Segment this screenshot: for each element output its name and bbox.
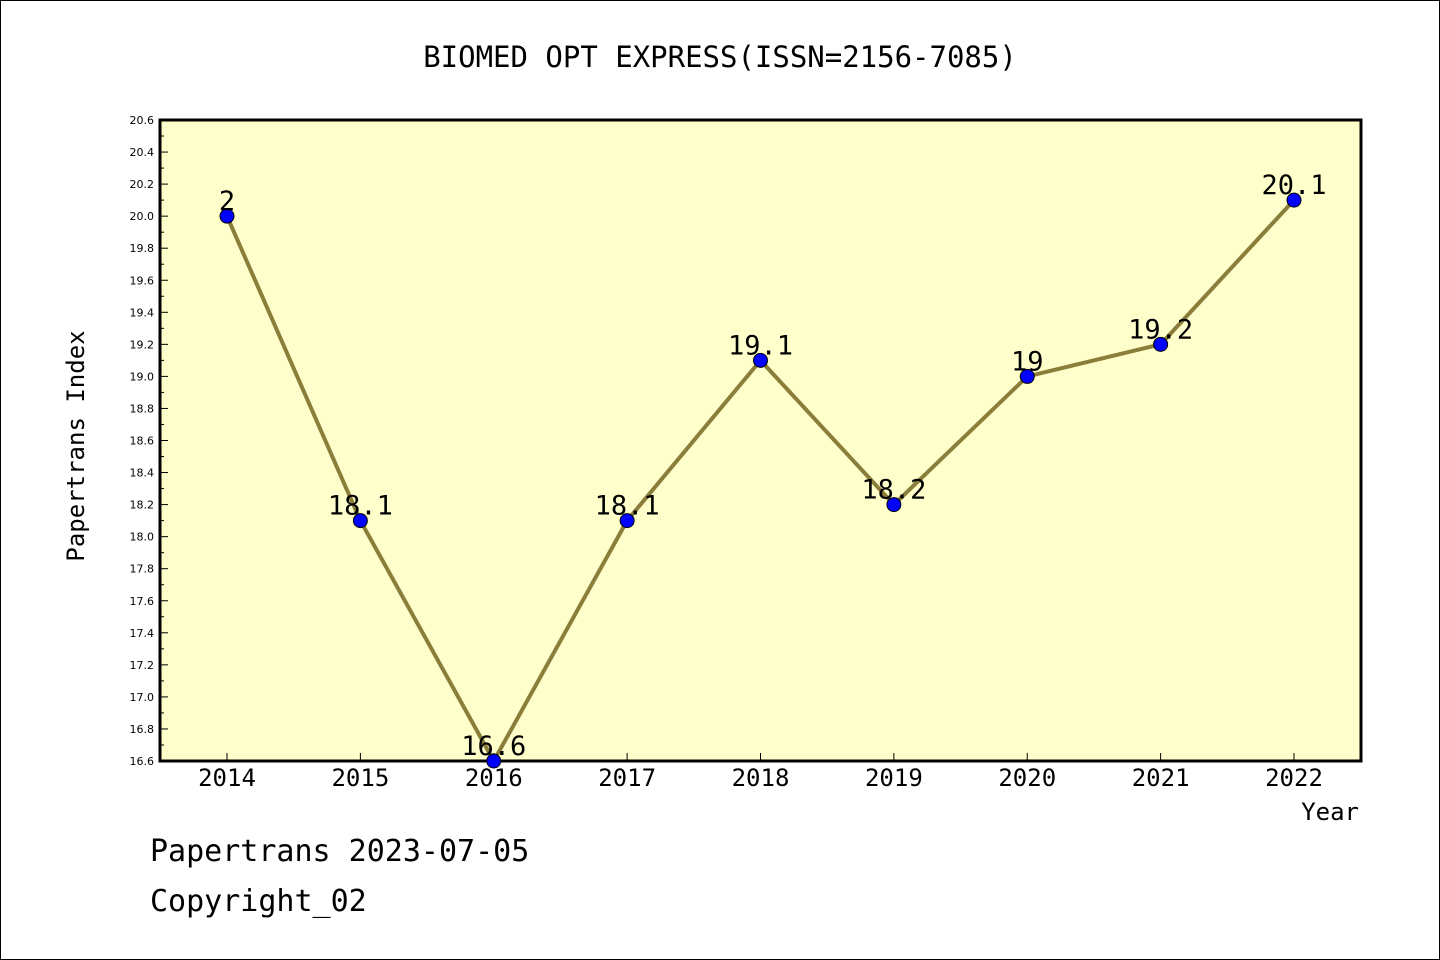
y-axis-label: Papertrans Index [62,330,90,561]
x-tick-label: 2017 [598,764,656,792]
y-tick-label: 18.6 [130,435,155,448]
y-tick-label: 18.0 [130,531,155,544]
y-tick-label: 19.6 [130,274,155,287]
y-tick-label: 17.8 [130,563,155,576]
data-point [486,753,502,769]
y-tick-label: 19.0 [130,370,155,383]
y-tick-label: 16.6 [130,755,155,768]
data-point [886,497,902,513]
y-tick-label: 20.4 [130,146,155,159]
y-tick-label: 18.4 [130,467,155,480]
y-tick-label: 16.8 [130,723,155,736]
y-tick-label: 17.0 [130,691,155,704]
data-labels: 2 18.1 16.6 18.1 19.1 18.2 19 19.2 20.1 [219,170,1327,762]
x-tick-label: 2014 [198,764,256,792]
data-point [219,208,235,224]
data-point [352,513,368,529]
plot-area [158,118,1363,763]
data-point [1153,336,1169,352]
y-tick-label: 19.2 [130,338,155,351]
x-tick-label: 2016 [465,764,523,792]
chart-title: BIOMED OPT EXPRESS(ISSN=2156-7085) [423,40,1017,74]
y-tick-label: 17.2 [130,659,155,672]
y-tick-label: 20.6 [130,114,155,127]
x-tick-label: 2021 [1132,764,1190,792]
y-tick-label: 18.8 [130,402,155,415]
x-axis-label: Year [1301,798,1359,826]
y-tick-label: 19.8 [130,242,155,255]
footer-date: Papertrans 2023-07-05 [150,834,530,869]
data-label: 19.2 [1128,314,1193,345]
data-point [1019,368,1035,384]
data-label: 19 [1011,346,1044,377]
y-tick-label: 17.4 [130,627,155,640]
data-point [619,513,635,529]
footer-copyright: Copyright_02 [150,884,367,919]
data-label: 19.1 [728,330,793,361]
y-axis-ticks: 16.6 16.8 17.0 17.2 17.4 17.6 17.8 18.0 18.2 18.4… [130,114,168,768]
x-tick-label: 2015 [331,764,389,792]
data-label: 18.1 [595,491,660,522]
data-points [219,192,1302,769]
data-label: 2 [219,186,235,217]
x-tick-label: 2018 [732,764,790,792]
data-point [1286,192,1302,208]
data-label: 20.1 [1261,170,1326,201]
y-tick-label: 18.2 [130,499,155,512]
data-point [753,352,768,368]
y-tick-label: 19.4 [130,306,155,319]
y-tick-label: 17.6 [130,595,155,608]
y-tick-label: 20.0 [130,210,155,223]
data-label: 16.6 [461,731,526,762]
x-tick-label: 2020 [998,764,1056,792]
x-tick-label: 2019 [865,764,923,792]
y-tick-label: 20.2 [130,178,155,191]
data-label: 18.1 [328,491,393,522]
data-label: 18.2 [861,475,926,506]
x-tick-label: 2022 [1265,764,1323,792]
x-axis-ticks: 2014 2015 2016 2017 2018 2019 2020 2021 2022 [198,753,1323,792]
